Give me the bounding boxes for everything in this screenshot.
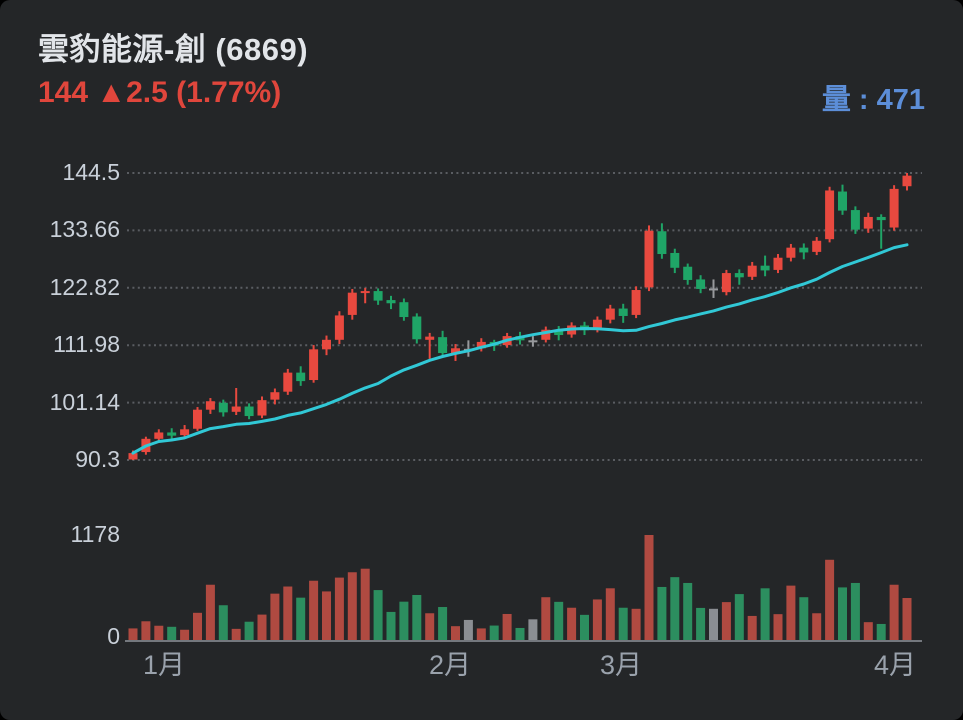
y-axis-tick: 144.5 bbox=[62, 159, 120, 185]
volume-readout: 量 : 471 bbox=[822, 76, 925, 118]
x-axis-label-feb: 2月 bbox=[428, 650, 472, 680]
price-change-row: 144 ▲2.5 (1.77%) bbox=[38, 76, 281, 110]
y-axis-tick: 101.14 bbox=[49, 389, 120, 415]
volume-axis-zero: 0 bbox=[107, 623, 120, 649]
x-axis-label-jan: 1月 bbox=[142, 650, 186, 680]
volume-axis-max: 1178 bbox=[70, 521, 120, 547]
volume-label: 量 bbox=[821, 84, 851, 116]
y-axis-tick: 90.3 bbox=[75, 446, 120, 472]
y-axis-tick: 111.98 bbox=[53, 331, 120, 357]
volume-value: 471 bbox=[876, 84, 925, 116]
x-axis-label-apr: 4月 bbox=[873, 650, 917, 680]
x-axis-label-mar: 3月 bbox=[599, 650, 643, 680]
price-change: 2.5 bbox=[126, 76, 168, 109]
up-triangle-icon: ▲ bbox=[96, 76, 127, 109]
y-axis-tick: 122.82 bbox=[49, 274, 120, 300]
last-price: 144 bbox=[38, 76, 89, 109]
y-axis-tick: 133.66 bbox=[49, 216, 120, 242]
price-change-percent: (1.77%) bbox=[176, 76, 282, 109]
stock-title: 雲豹能源-創 (6869) bbox=[38, 32, 309, 67]
volume-separator: : bbox=[850, 84, 877, 116]
